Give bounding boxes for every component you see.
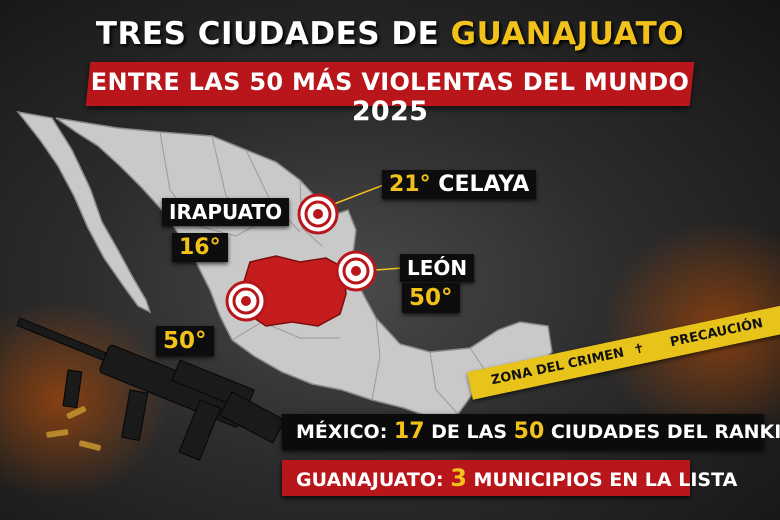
title-highlight: GUANAJUATO [450,16,685,52]
subtitle: ENTRE LAS 50 MÁS VIOLENTAS DEL MUNDO 202… [90,68,690,127]
page-title: TRES CIUDADES DE GUANAJUATO [95,16,685,52]
gto-count: 3 [450,464,467,492]
subtitle-year: 2025 [351,96,429,127]
mexico-total: 50 [513,419,545,444]
celaya-rank: 21° [389,172,431,197]
target-marker-icon-leon [335,250,403,292]
bullet-casings [46,406,101,451]
fourth-city-rank: 50° [156,326,214,356]
baja-peninsula [16,110,152,314]
city-label-leon: LEÓN [400,254,475,282]
fact-mexico: MÉXICO: 17 DE LAS 50 CIUDADES DEL RANKIN… [282,414,780,450]
rifle-icon [16,317,286,461]
city-label-celaya: 21° CELAYA [382,170,537,199]
mexico-count: 17 [393,419,425,444]
irapuato-rank: 16° [172,233,228,262]
target-marker-icon-fourth [225,280,267,322]
celaya-name: CELAYA [438,172,530,197]
leon-rank: 50° [402,283,460,313]
city-label-irapuato: IRAPUATO [162,198,290,226]
target-marker-icon-celaya [297,183,387,235]
fact-guanajuato: GUANAJUATO: 3 MUNICIPIOS EN LA LISTA [282,460,737,496]
